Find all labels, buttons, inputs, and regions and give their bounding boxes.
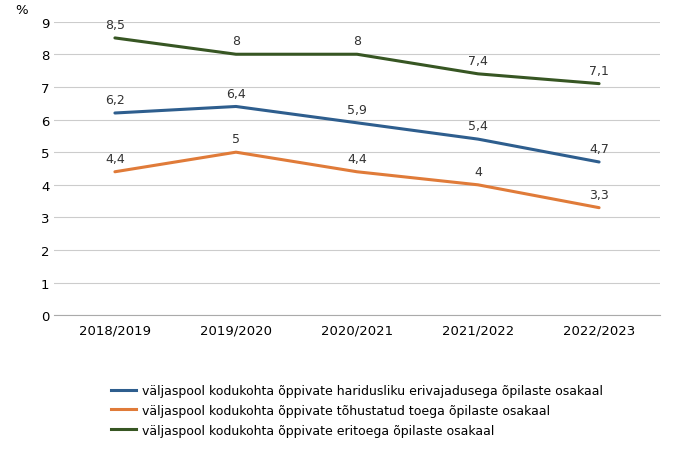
Text: 8,5: 8,5: [105, 19, 125, 32]
Text: 4,4: 4,4: [105, 152, 125, 166]
väljaspool kodukohta õppivate tõhustatud toega õpilaste osakaal: [595, 206, 603, 211]
Text: 8: 8: [232, 35, 240, 48]
Text: 4,4: 4,4: [347, 152, 367, 166]
väljaspool kodukohta õppivate tõhustatud toega õpilaste osakaal: [353, 170, 361, 175]
Text: %: %: [15, 4, 28, 17]
Text: 5,9: 5,9: [347, 104, 367, 117]
Text: 6,4: 6,4: [226, 87, 246, 100]
väljaspool kodukohta õppivate eritoega õpilaste osakaal: [595, 82, 603, 87]
väljaspool kodukohta õppivate eritoega õpilaste osakaal: [232, 52, 240, 58]
Text: 5,4: 5,4: [468, 120, 488, 133]
Legend: väljaspool kodukohta õppivate haridusliku erivajadusega õpilaste osakaal, väljas: väljaspool kodukohta õppivate hariduslik…: [107, 381, 607, 441]
väljaspool kodukohta õppivate tõhustatud toega õpilaste osakaal: [474, 183, 482, 188]
Text: 4: 4: [474, 166, 482, 179]
Text: 4,7: 4,7: [589, 143, 609, 156]
väljaspool kodukohta õppivate haridusliku erivajadusega õpilaste osakaal: [474, 137, 482, 143]
väljaspool kodukohta õppivate haridusliku erivajadusega õpilaste osakaal: [232, 105, 240, 110]
väljaspool kodukohta õppivate eritoega õpilaste osakaal: [111, 36, 119, 41]
väljaspool kodukohta õppivate tõhustatud toega õpilaste osakaal: [111, 170, 119, 175]
Text: 3,3: 3,3: [589, 189, 609, 201]
väljaspool kodukohta õppivate eritoega õpilaste osakaal: [474, 72, 482, 78]
Line: väljaspool kodukohta õppivate eritoega õpilaste osakaal: väljaspool kodukohta õppivate eritoega õ…: [115, 39, 599, 84]
Text: 7,4: 7,4: [468, 55, 488, 68]
Line: väljaspool kodukohta õppivate tõhustatud toega õpilaste osakaal: väljaspool kodukohta õppivate tõhustatud…: [115, 153, 599, 208]
väljaspool kodukohta õppivate tõhustatud toega õpilaste osakaal: [232, 150, 240, 156]
väljaspool kodukohta õppivate haridusliku erivajadusega õpilaste osakaal: [353, 121, 361, 126]
Text: 7,1: 7,1: [589, 64, 609, 78]
Text: 5: 5: [232, 133, 240, 146]
väljaspool kodukohta õppivate haridusliku erivajadusega õpilaste osakaal: [111, 111, 119, 116]
väljaspool kodukohta õppivate haridusliku erivajadusega õpilaste osakaal: [595, 160, 603, 166]
Line: väljaspool kodukohta õppivate haridusliku erivajadusega õpilaste osakaal: väljaspool kodukohta õppivate hariduslik…: [115, 107, 599, 163]
Text: 8: 8: [353, 35, 361, 48]
väljaspool kodukohta õppivate eritoega õpilaste osakaal: [353, 52, 361, 58]
Text: 6,2: 6,2: [105, 94, 125, 107]
